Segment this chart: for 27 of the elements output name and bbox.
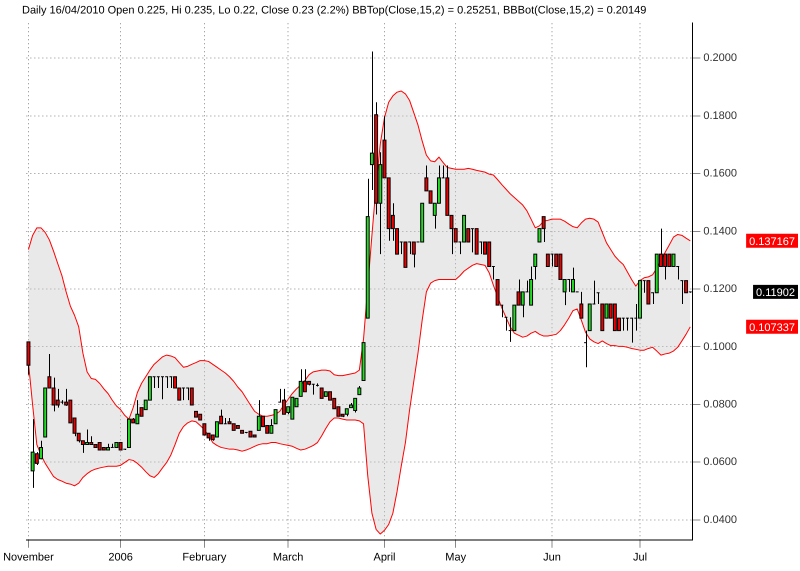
x-tick-label: Jul xyxy=(632,551,648,564)
y-tick-label: 0.1000 xyxy=(703,340,738,353)
y-tick-label: 0.1200 xyxy=(703,283,738,296)
x-tick-label: May xyxy=(445,551,467,564)
text: 0.137167 xyxy=(749,236,796,248)
y-tick-label: 0.1400 xyxy=(703,225,738,238)
y-tick-label: 0.1800 xyxy=(703,110,738,122)
y-tick-label: 0.0600 xyxy=(703,456,738,468)
candlestick xyxy=(630,318,634,344)
y-tick-label: 0.1600 xyxy=(703,168,738,180)
y-tick-label: 0.0800 xyxy=(703,398,738,410)
candlestick xyxy=(165,376,168,388)
candlestick xyxy=(156,376,160,388)
x-tick-label: March xyxy=(272,551,304,564)
x-tick-label: February xyxy=(182,551,227,564)
y-tick-label: 0.2000 xyxy=(703,52,738,64)
x-tick-label: Jun xyxy=(543,551,561,564)
y-tick-label: 0.0400 xyxy=(703,514,738,526)
text: 0.11902 xyxy=(756,286,796,299)
candlestick xyxy=(182,387,185,401)
candlestick xyxy=(161,376,164,400)
x-tick-label: 2006 xyxy=(108,551,133,564)
x-tick-label: November xyxy=(3,551,54,564)
text: 0.107337 xyxy=(749,322,796,334)
candlestick xyxy=(626,318,629,332)
x-tick-label: April xyxy=(373,551,396,564)
chart-title: Daily 16/04/2010 Open 0.225, Hi 0.235, Lo 0.22, Close 0.23 (2.2%) BBTop(Close,15,2) = 0.25251, BBBot(Close,15,2) = 0.20149 xyxy=(22,4,646,17)
